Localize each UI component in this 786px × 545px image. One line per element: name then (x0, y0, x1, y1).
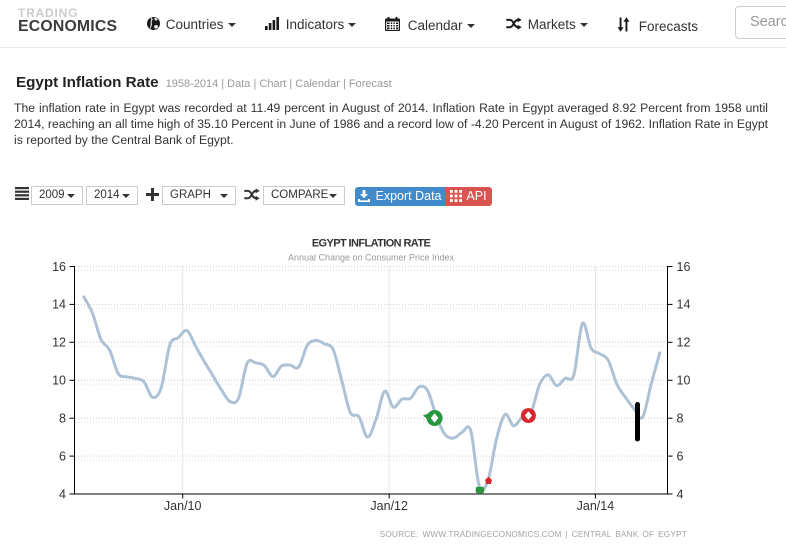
svg-text:4: 4 (59, 487, 66, 501)
svg-text:10: 10 (677, 374, 691, 388)
svg-text:12: 12 (677, 336, 691, 350)
svg-text:SOURCE: WWW.TRADINGECONOMICS.C: SOURCE: WWW.TRADINGECONOMICS.COM | CENTR… (380, 529, 687, 539)
svg-text:8: 8 (677, 412, 684, 426)
svg-text:Annual Change on Consumer Pric: Annual Change on Consumer Price Index (288, 253, 455, 263)
svg-text:4: 4 (677, 487, 684, 501)
svg-text:6: 6 (59, 449, 66, 463)
svg-text:14: 14 (52, 298, 66, 312)
svg-text:6: 6 (677, 449, 684, 463)
svg-text:16: 16 (52, 260, 66, 274)
svg-text:14: 14 (677, 298, 691, 312)
svg-text:Jan/14: Jan/14 (577, 499, 615, 513)
svg-text:10: 10 (52, 374, 66, 388)
svg-text:12: 12 (52, 336, 66, 350)
svg-text:16: 16 (677, 260, 691, 274)
svg-text:Jan/12: Jan/12 (370, 499, 408, 513)
svg-text:Jan/10: Jan/10 (164, 499, 202, 513)
svg-text:EGYPT INFLATION RATE: EGYPT INFLATION RATE (312, 238, 431, 250)
svg-text:8: 8 (59, 412, 66, 426)
